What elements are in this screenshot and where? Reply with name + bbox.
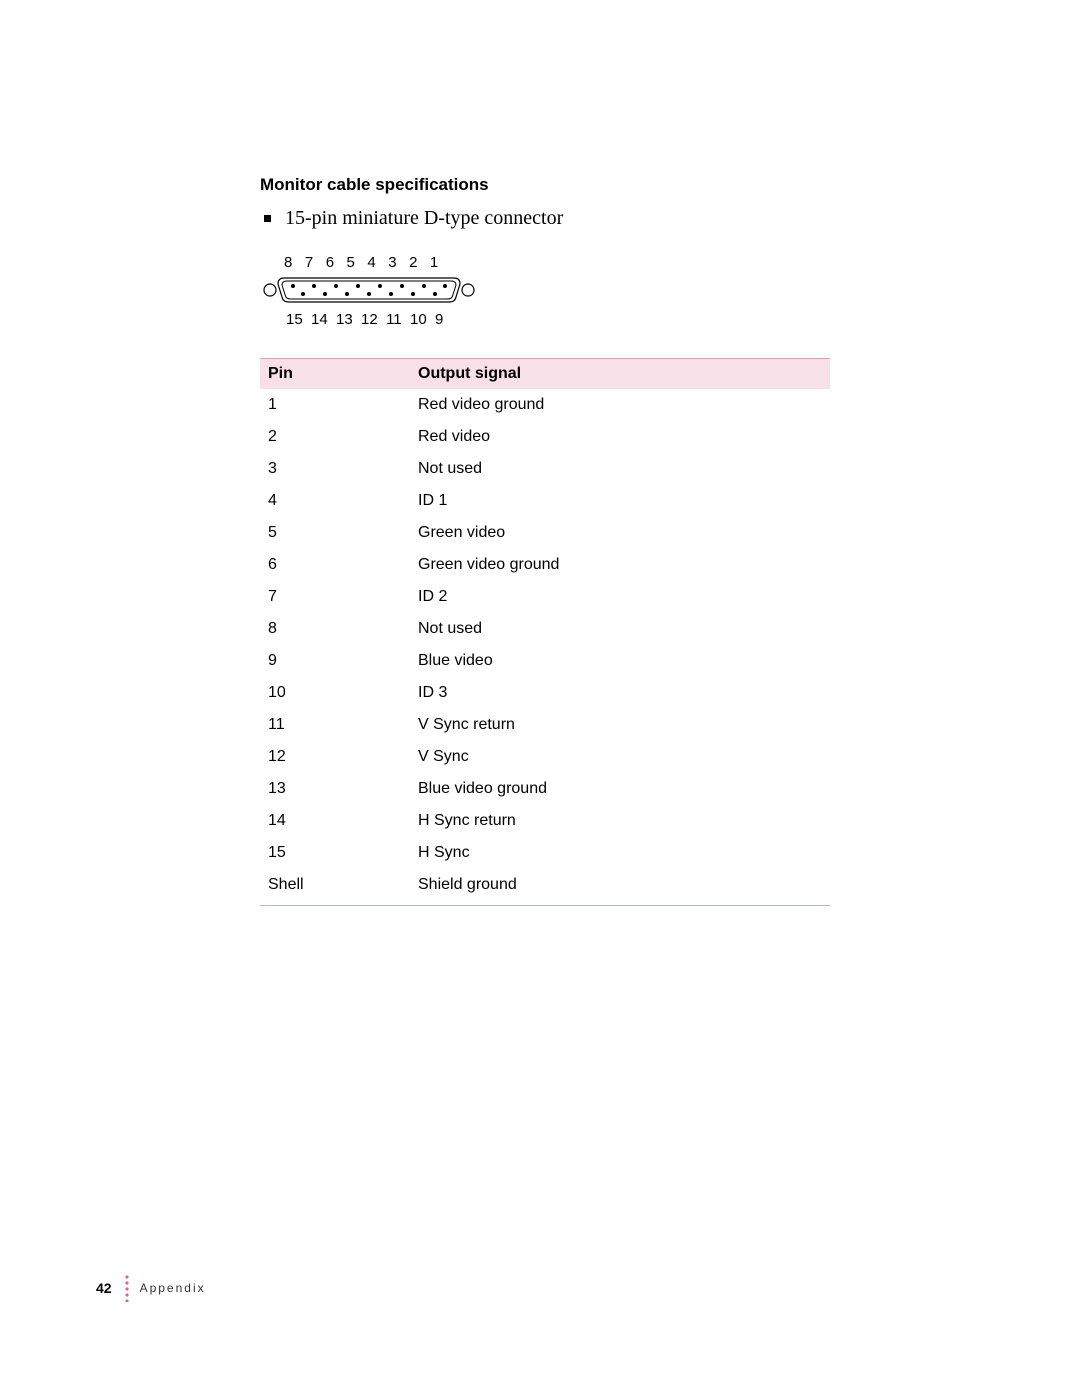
table-row: 2Red video [260,421,830,453]
cell-pin: 9 [260,645,410,677]
cell-pin: 3 [260,453,410,485]
cell-pin: Shell [260,869,410,901]
page-number: 42 [96,1280,112,1296]
connector-bottom-labels: 15 14 13 12 11 10 9 [286,311,880,328]
bullet-text: 15-pin miniature D-type connector [285,207,563,230]
cell-output: Shield ground [410,869,830,901]
table-row: 8Not used [260,613,830,645]
table-row: 11V Sync return [260,709,830,741]
pin-table-body: 1Red video ground2Red video3Not used4ID … [260,389,830,901]
table-row: 6Green video ground [260,549,830,581]
pin-table-head: Pin Output signal [260,359,830,389]
section-heading: Monitor cable specifications [260,175,880,195]
table-row: 15H Sync [260,837,830,869]
footer-dots-icon [124,1274,130,1302]
table-row: ShellShield ground [260,869,830,901]
cell-pin: 15 [260,837,410,869]
cell-pin: 1 [260,389,410,421]
table-row: 7ID 2 [260,581,830,613]
col-header-pin: Pin [260,359,410,389]
cell-pin: 13 [260,773,410,805]
cell-pin: 11 [260,709,410,741]
table-row: 10ID 3 [260,677,830,709]
table-row: 4ID 1 [260,485,830,517]
cell-output: Green video [410,517,830,549]
table-row: 14H Sync return [260,805,830,837]
cell-pin: 5 [260,517,410,549]
cell-output: Not used [410,453,830,485]
cell-pin: 14 [260,805,410,837]
table-row: 5Green video [260,517,830,549]
cell-output: Red video [410,421,830,453]
connector-icon [260,275,478,305]
cell-output: Blue video [410,645,830,677]
cell-output: ID 3 [410,677,830,709]
connector-diagram: 8 7 6 5 4 3 2 1 [260,254,880,328]
cell-output: V Sync [410,741,830,773]
cell-pin: 6 [260,549,410,581]
cell-output: Not used [410,613,830,645]
table-row: 9Blue video [260,645,830,677]
cell-output: Blue video ground [410,773,830,805]
cell-output: H Sync return [410,805,830,837]
cell-pin: 7 [260,581,410,613]
cell-output: Red video ground [410,389,830,421]
bullet-row: 15-pin miniature D-type connector [264,207,880,230]
table-bottom-rule [260,905,830,906]
cell-pin: 12 [260,741,410,773]
table-row: 1Red video ground [260,389,830,421]
connector-top-labels: 8 7 6 5 4 3 2 1 [284,254,880,271]
table-row: 13Blue video ground [260,773,830,805]
page: Monitor cable specifications 15-pin mini… [0,0,1080,1397]
footer-label: Appendix [140,1281,206,1295]
table-row: 12V Sync [260,741,830,773]
col-header-output: Output signal [410,359,830,389]
cell-output: H Sync [410,837,830,869]
pin-table: Pin Output signal 1Red video ground2Red … [260,359,830,901]
table-row: 3Not used [260,453,830,485]
cell-output: V Sync return [410,709,830,741]
cell-pin: 2 [260,421,410,453]
cell-pin: 4 [260,485,410,517]
cell-pin: 8 [260,613,410,645]
page-footer: 42 Appendix [96,1274,206,1302]
bullet-square-icon [264,215,271,222]
cell-output: ID 1 [410,485,830,517]
cell-output: ID 2 [410,581,830,613]
cell-pin: 10 [260,677,410,709]
cell-output: Green video ground [410,549,830,581]
